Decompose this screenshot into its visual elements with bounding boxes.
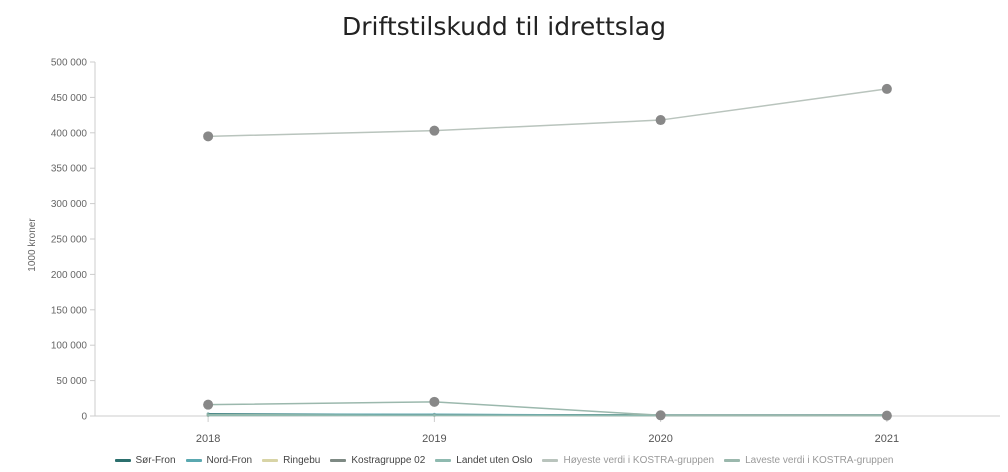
y-tick-label: 0 xyxy=(81,412,87,423)
legend-swatch xyxy=(330,459,347,462)
legend-item[interactable]: Laveste verdi i KOSTRA-gruppen xyxy=(724,455,894,466)
data-point[interactable] xyxy=(432,413,436,417)
series-5 xyxy=(203,83,892,142)
data-point[interactable] xyxy=(655,410,666,421)
data-point[interactable] xyxy=(203,131,214,142)
legend-label: Høyeste verdi i KOSTRA-gruppen xyxy=(563,455,715,466)
y-tick-label: 400 000 xyxy=(51,128,88,139)
legend-label: Laveste verdi i KOSTRA-gruppen xyxy=(745,455,894,466)
y-tick-label: 150 000 xyxy=(51,305,88,316)
x-tick-label: 2020 xyxy=(648,433,672,445)
y-axis-label: 1000 kroner xyxy=(27,218,38,272)
y-tick-label: 350 000 xyxy=(51,164,88,175)
series-line xyxy=(208,88,887,138)
y-tick-label: 300 000 xyxy=(51,199,88,210)
legend-label: Landet uten Oslo xyxy=(456,455,533,466)
y-tick-label: 250 000 xyxy=(51,235,88,246)
y-tick-label: 450 000 xyxy=(51,93,88,104)
data-point[interactable] xyxy=(881,83,892,94)
data-point[interactable] xyxy=(206,413,210,417)
x-tick-label: 2019 xyxy=(422,433,446,445)
data-point[interactable] xyxy=(881,410,892,421)
y-tick-label: 500 000 xyxy=(51,58,88,69)
legend-swatch xyxy=(262,459,279,462)
legend-item[interactable]: Nord-Fron xyxy=(185,455,253,466)
x-tick-label: 2018 xyxy=(196,433,220,445)
legend-swatch xyxy=(435,459,452,462)
data-point[interactable] xyxy=(655,115,666,126)
y-tick-label: 100 000 xyxy=(51,341,88,352)
chart-legend: Sør-Fron Nord-Fron Ringebu Kostragruppe 02 L… xyxy=(0,455,1008,466)
legend-item[interactable]: Sør-Fron xyxy=(114,455,176,466)
series-6 xyxy=(203,396,892,421)
legend-item[interactable]: Kostragruppe 02 xyxy=(330,455,425,466)
legend-label: Nord-Fron xyxy=(206,455,253,466)
data-point[interactable] xyxy=(429,125,440,136)
legend-item[interactable]: Høyeste verdi i KOSTRA-gruppen xyxy=(542,455,714,466)
chart-title: Driftstilskudd til idrettslag xyxy=(342,12,666,41)
legend-label: Sør-Fron xyxy=(135,455,176,466)
legend-swatch xyxy=(542,459,559,462)
legend-item[interactable]: Ringebu xyxy=(262,455,320,466)
y-axis: 0 50 000 100 000 150 000 200 000 250 000 300 0… xyxy=(51,58,96,423)
legend-swatch xyxy=(114,459,131,462)
x-tick-label: 2021 xyxy=(875,433,899,445)
series-layer xyxy=(203,83,892,421)
legend-label: Ringebu xyxy=(283,455,321,466)
x-axis: 2018 2019 2020 2021 xyxy=(95,415,1000,445)
y-tick-label: 200 000 xyxy=(51,270,88,281)
data-point[interactable] xyxy=(203,399,214,410)
legend-swatch xyxy=(724,459,741,462)
y-tick-label: 50 000 xyxy=(56,376,87,387)
legend-label: Kostragruppe 02 xyxy=(351,455,426,466)
legend-swatch xyxy=(185,459,202,462)
legend-item[interactable]: Landet uten Oslo xyxy=(435,455,532,466)
series-line xyxy=(208,401,887,417)
data-point[interactable] xyxy=(429,396,440,407)
